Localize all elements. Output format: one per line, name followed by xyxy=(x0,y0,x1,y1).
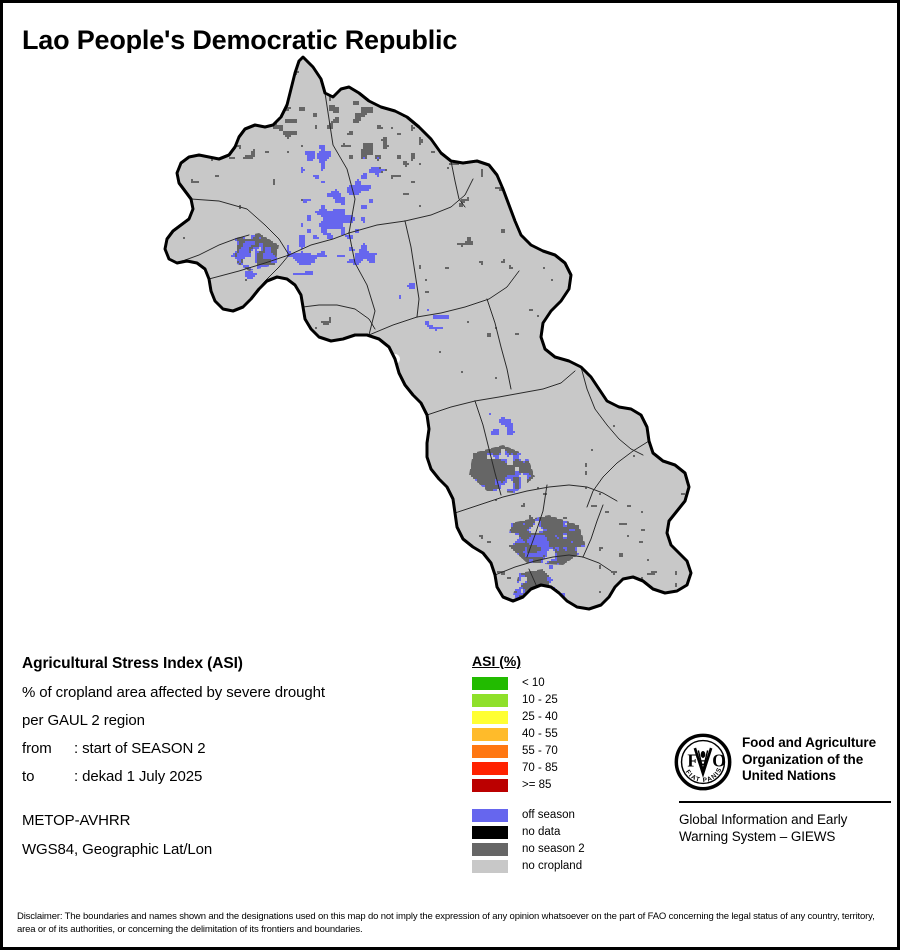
map-info-block: Agricultural Stress Index (ASI) % of cro… xyxy=(22,655,452,870)
legend-class-row[interactable]: 40 - 55 xyxy=(472,726,662,743)
laos-asi-map[interactable] xyxy=(3,53,897,633)
legend-spacer xyxy=(472,794,662,807)
fao-logo-icon: F O FIAT PANIS xyxy=(674,733,732,791)
legend-class-label: 55 - 70 xyxy=(522,745,558,757)
map-figure xyxy=(3,53,897,633)
legend-class-label: 40 - 55 xyxy=(522,728,558,740)
legend-special-swatch xyxy=(472,826,508,839)
legend-special-row[interactable]: no season 2 xyxy=(472,841,662,858)
asi-description-line-2: per GAUL 2 region xyxy=(22,712,145,729)
asi-heading: Agricultural Stress Index (ASI) xyxy=(22,655,243,672)
legend-special-swatch xyxy=(472,843,508,856)
legend-class-row[interactable]: 70 - 85 xyxy=(472,760,662,777)
sensor-label: METOP-AVHRR xyxy=(22,812,131,829)
legend-class-row[interactable]: 55 - 70 xyxy=(472,743,662,760)
legend-special-label: no data xyxy=(522,826,561,838)
fao-organization-line: United Nations xyxy=(742,768,836,783)
legend-class-swatch xyxy=(472,779,508,792)
legend-class-label: 70 - 85 xyxy=(522,762,558,774)
period-to: to : dekad 1 July 2025 xyxy=(22,768,452,785)
fao-organization-line: Food and Agriculture xyxy=(742,735,876,750)
legend-title: ASI (%) xyxy=(472,653,521,669)
period-to-value: : dekad 1 July 2025 xyxy=(74,768,203,785)
legend-class-label: 10 - 25 xyxy=(522,694,558,706)
legend-special-swatch xyxy=(472,809,508,822)
legend-special-label: no season 2 xyxy=(522,843,585,855)
map-legend: ASI (%) < 10 10 - 25 25 - 40 40 - 55 55 - 70… xyxy=(472,653,662,875)
period-from: from : start of SEASON 2 xyxy=(22,740,452,757)
legend-class-row[interactable]: 10 - 25 xyxy=(472,692,662,709)
legend-class-list: < 10 10 - 25 25 - 40 40 - 55 55 - 70 70 - 85 >… xyxy=(472,675,662,794)
legend-special-row[interactable]: off season xyxy=(472,807,662,824)
legend-class-label: < 10 xyxy=(522,677,545,689)
legend-class-label: 25 - 40 xyxy=(522,711,558,723)
legend-class-swatch xyxy=(472,745,508,758)
asi-description-line-1: % of cropland area affected by severe dr… xyxy=(22,684,325,701)
legend-special-swatch xyxy=(472,860,508,873)
legend-class-label: >= 85 xyxy=(522,779,552,791)
svg-text:F: F xyxy=(687,751,698,771)
legend-special-list: off season no data no season 2 no cropland xyxy=(472,807,662,875)
projection-label: WGS84, Geographic Lat/Lon xyxy=(22,841,213,858)
svg-text:O: O xyxy=(712,751,726,771)
fao-divider xyxy=(679,801,891,803)
fao-branding: F O FIAT PANIS Food and Agriculture Organ… xyxy=(674,733,892,845)
legend-class-swatch xyxy=(472,677,508,690)
period-to-key: to xyxy=(22,768,35,785)
fao-header: F O FIAT PANIS Food and Agriculture Organ… xyxy=(674,733,892,791)
legend-special-label: no cropland xyxy=(522,860,583,872)
period-from-key: from xyxy=(22,740,52,757)
legend-class-row[interactable]: 25 - 40 xyxy=(472,709,662,726)
legend-class-swatch xyxy=(472,711,508,724)
legend-class-row[interactable]: >= 85 xyxy=(472,777,662,794)
giews-line: Global Information and Early xyxy=(679,812,848,827)
legend-special-label: off season xyxy=(522,809,575,821)
legend-special-row[interactable]: no cropland xyxy=(472,858,662,875)
period-from-value: : start of SEASON 2 xyxy=(74,740,206,757)
giews-label: Global Information and Early Warning Syst… xyxy=(679,811,892,845)
legend-class-row[interactable]: < 10 xyxy=(472,675,662,692)
legend-special-row[interactable]: no data xyxy=(472,824,662,841)
info-spacer xyxy=(22,796,452,812)
page-title: Lao People's Democratic Republic xyxy=(22,25,458,55)
disclaimer-text: Disclaimer: The boundaries and names sho… xyxy=(17,911,875,935)
fao-organization-name: Food and Agriculture Organization of the U… xyxy=(742,733,876,785)
legend-class-swatch xyxy=(472,728,508,741)
legend-class-swatch xyxy=(472,694,508,707)
fao-organization-line: Organization of the xyxy=(742,751,864,767)
giews-line: Warning System – GIEWS xyxy=(679,829,836,844)
legend-class-swatch xyxy=(472,762,508,775)
